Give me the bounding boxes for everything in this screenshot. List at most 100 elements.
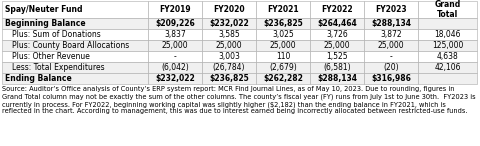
- Text: $209,226: $209,226: [155, 19, 195, 28]
- Text: Beginning Balance: Beginning Balance: [5, 19, 85, 28]
- Text: FY2019: FY2019: [159, 5, 191, 14]
- Text: 18,046: 18,046: [434, 30, 461, 39]
- Text: $264,464: $264,464: [317, 19, 357, 28]
- Bar: [2, 18, 148, 29]
- Bar: [202, 73, 256, 84]
- Text: FY2020: FY2020: [213, 5, 245, 14]
- Text: 110: 110: [276, 52, 290, 61]
- Text: Spay/Neuter Fund: Spay/Neuter Fund: [5, 5, 83, 14]
- Text: -: -: [390, 52, 392, 61]
- Text: $288,134: $288,134: [317, 74, 357, 83]
- Bar: [148, 18, 202, 29]
- Bar: [364, 62, 418, 73]
- Bar: [310, 51, 364, 62]
- Text: 3,025: 3,025: [272, 30, 294, 39]
- Text: (6,042): (6,042): [161, 63, 189, 72]
- Bar: [418, 18, 477, 29]
- Bar: [202, 62, 256, 73]
- Bar: [418, 40, 477, 51]
- Bar: [202, 1, 256, 18]
- Text: $236,825: $236,825: [263, 19, 303, 28]
- Bar: [310, 62, 364, 73]
- Text: Plus: Sum of Donations: Plus: Sum of Donations: [12, 30, 101, 39]
- Text: 25,000: 25,000: [378, 41, 404, 50]
- Bar: [364, 29, 418, 40]
- Bar: [364, 51, 418, 62]
- Bar: [148, 62, 202, 73]
- Bar: [364, 40, 418, 51]
- Bar: [364, 1, 418, 18]
- Bar: [256, 1, 310, 18]
- Bar: [202, 51, 256, 62]
- Text: reflected in the chart. According to management, this was due to interest earned: reflected in the chart. According to man…: [2, 108, 468, 114]
- Bar: [310, 18, 364, 29]
- Bar: [2, 73, 148, 84]
- Text: Grand
Total: Grand Total: [434, 0, 461, 19]
- Text: 25,000: 25,000: [270, 41, 296, 50]
- Text: (26,784): (26,784): [213, 63, 245, 72]
- Text: FY2022: FY2022: [321, 5, 353, 14]
- Bar: [2, 51, 148, 62]
- Bar: [418, 51, 477, 62]
- Bar: [148, 73, 202, 84]
- Bar: [310, 1, 364, 18]
- Text: (6,581): (6,581): [323, 63, 351, 72]
- Text: 3,872: 3,872: [380, 30, 402, 39]
- Text: 25,000: 25,000: [216, 41, 242, 50]
- Text: 42,106: 42,106: [434, 63, 461, 72]
- Bar: [148, 1, 202, 18]
- Text: FY2021: FY2021: [267, 5, 299, 14]
- Bar: [148, 40, 202, 51]
- Bar: [310, 29, 364, 40]
- Bar: [310, 73, 364, 84]
- Text: Plus: County Board Allocations: Plus: County Board Allocations: [12, 41, 129, 50]
- Text: $232,022: $232,022: [209, 19, 249, 28]
- Text: Grand Total column may not be exactly the sum of the other columns. The county’s: Grand Total column may not be exactly th…: [2, 93, 476, 100]
- Text: Less: Total Expenditures: Less: Total Expenditures: [12, 63, 105, 72]
- Text: 1,525: 1,525: [326, 52, 348, 61]
- Text: 3,837: 3,837: [164, 30, 186, 39]
- Bar: [202, 29, 256, 40]
- Bar: [418, 62, 477, 73]
- Text: $316,986: $316,986: [371, 74, 411, 83]
- Text: Plus: Other Revenue: Plus: Other Revenue: [12, 52, 90, 61]
- Bar: [256, 29, 310, 40]
- Bar: [364, 18, 418, 29]
- Bar: [364, 73, 418, 84]
- Text: (2,679): (2,679): [269, 63, 297, 72]
- Bar: [310, 40, 364, 51]
- Bar: [2, 62, 148, 73]
- Bar: [148, 51, 202, 62]
- Text: Ending Balance: Ending Balance: [5, 74, 72, 83]
- Bar: [2, 1, 148, 18]
- Bar: [418, 1, 477, 18]
- Bar: [202, 18, 256, 29]
- Text: FY2023: FY2023: [375, 5, 407, 14]
- Text: currently in process. For FY2022, beginning working capital was slightly higher : currently in process. For FY2022, beginn…: [2, 101, 446, 107]
- Bar: [2, 40, 148, 51]
- Bar: [256, 73, 310, 84]
- Text: 4,638: 4,638: [437, 52, 458, 61]
- Bar: [2, 29, 148, 40]
- Bar: [256, 40, 310, 51]
- Bar: [256, 62, 310, 73]
- Text: $288,134: $288,134: [371, 19, 411, 28]
- Bar: [418, 29, 477, 40]
- Text: $262,282: $262,282: [263, 74, 303, 83]
- Text: 25,000: 25,000: [324, 41, 350, 50]
- Text: 3,726: 3,726: [326, 30, 348, 39]
- Bar: [256, 18, 310, 29]
- Text: 3,585: 3,585: [218, 30, 240, 39]
- Text: $236,825: $236,825: [209, 74, 249, 83]
- Text: (20): (20): [383, 63, 399, 72]
- Text: $232,022: $232,022: [155, 74, 195, 83]
- Bar: [418, 73, 477, 84]
- Text: 25,000: 25,000: [162, 41, 188, 50]
- Text: Source: Auditor’s Office analysis of County’s ERP system report: MCR Find Journa: Source: Auditor’s Office analysis of Cou…: [2, 86, 455, 92]
- Text: -: -: [174, 52, 176, 61]
- Bar: [148, 29, 202, 40]
- Bar: [256, 51, 310, 62]
- Bar: [202, 40, 256, 51]
- Text: 3,003: 3,003: [218, 52, 240, 61]
- Text: 125,000: 125,000: [432, 41, 463, 50]
